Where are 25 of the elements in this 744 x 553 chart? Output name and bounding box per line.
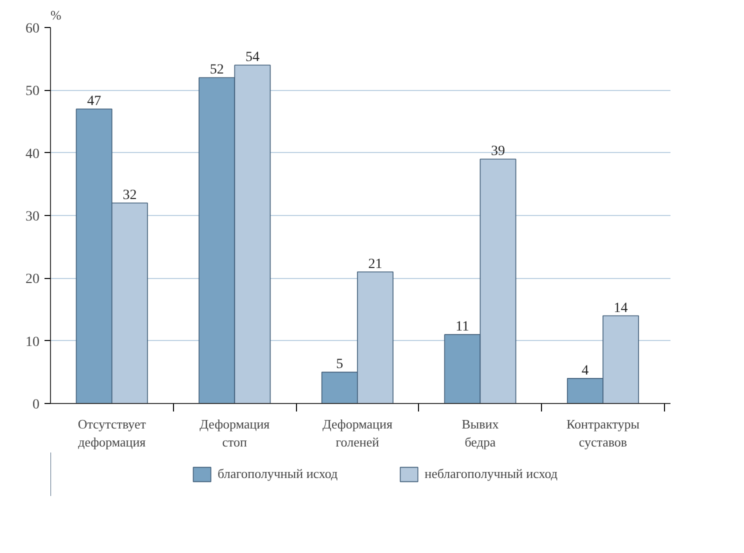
data-label: 54 (245, 50, 260, 66)
x-tick-label: Контрактуры суставов (566, 416, 640, 450)
y-axis-title: % (50, 8, 62, 22)
legend-label: благополучный исход (218, 466, 338, 482)
y-tick-label: 30 (26, 210, 40, 224)
data-label: 4 (582, 363, 589, 378)
x-tick-label: Вывих бедра (462, 416, 500, 450)
data-label: 14 (614, 300, 628, 316)
x-tick-label: Отсутствует деформация (78, 416, 146, 450)
y-tick-label: 20 (26, 272, 40, 288)
y-tick-label: 10 (26, 334, 40, 350)
x-tick-label: Деформация стоп (200, 416, 270, 450)
data-label: 11 (456, 320, 470, 335)
y-tick-label: 60 (26, 22, 40, 36)
y-tick-label: 0 (32, 398, 40, 412)
data-label: 5 (336, 357, 344, 372)
legend-label: неблагополучный исход (424, 466, 558, 482)
data-label: 47 (87, 94, 102, 109)
data-label: 32 (122, 188, 137, 203)
y-tick-label: 40 (26, 146, 40, 162)
x-tick-label: Деформация голеней (322, 416, 392, 450)
y-tick-label: 50 (26, 84, 40, 100)
data-label: 39 (491, 144, 506, 160)
data-label: 52 (210, 62, 224, 78)
data-label: 21 (368, 256, 382, 272)
